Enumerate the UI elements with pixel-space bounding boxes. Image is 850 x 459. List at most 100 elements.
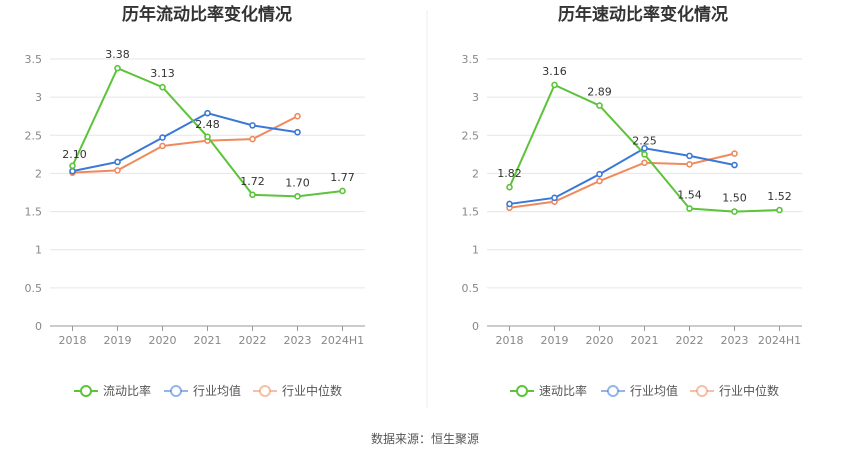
y-tick-label: 2 — [472, 167, 479, 180]
y-tick-label: 1.5 — [462, 206, 480, 219]
data-label: 2.25 — [632, 134, 657, 147]
legend-marker — [259, 385, 271, 397]
legend-label: 行业均值 — [630, 383, 678, 398]
data-point — [506, 200, 513, 208]
legend-label: 行业中位数 — [282, 383, 342, 398]
data-point — [294, 193, 301, 200]
data-point — [294, 128, 301, 136]
legend-marker — [170, 385, 182, 397]
series-line — [509, 147, 735, 205]
data-point — [159, 83, 166, 91]
legend-marker — [696, 385, 708, 397]
series-line — [72, 112, 298, 173]
data-point — [114, 167, 121, 174]
x-tick-label: 2020 — [586, 334, 614, 347]
y-tick-label: 0.5 — [25, 282, 43, 295]
legend-marker — [607, 385, 619, 397]
y-tick-label: 1.5 — [25, 206, 43, 219]
data-label: 3.16 — [542, 65, 567, 78]
data-label: 1.70 — [285, 176, 310, 189]
data-point — [776, 206, 783, 214]
y-tick-label: 2 — [35, 167, 42, 180]
data-point — [731, 150, 738, 157]
data-label: 1.52 — [767, 190, 792, 203]
data-point — [686, 160, 693, 168]
x-tick-label: 2021 — [631, 334, 659, 347]
data-point — [159, 134, 166, 141]
legend-label: 流动比率 — [103, 383, 151, 398]
x-tick-label: 2023 — [721, 334, 749, 347]
data-point — [114, 158, 121, 166]
data-label: 2.10 — [62, 148, 87, 161]
data-point — [114, 64, 121, 72]
x-tick-label: 2024H1 — [321, 334, 364, 347]
legend-marker — [80, 385, 92, 397]
data-point — [159, 142, 166, 150]
data-point — [641, 159, 648, 167]
data-label: 3.38 — [105, 48, 130, 61]
data-point — [596, 177, 603, 185]
data-point — [551, 194, 558, 202]
y-tick-label: 2.5 — [462, 129, 480, 142]
data-point — [506, 183, 513, 191]
data-point — [641, 151, 648, 158]
data-point — [204, 109, 211, 117]
current-ratio-chart: 历年流动比率变化情况 0 0.5 1 1.5 2 2.5 3 3.5 2018 2019 2020 20… — [25, 4, 365, 398]
data-point — [641, 144, 648, 152]
legend-label: 速动比率 — [539, 383, 587, 398]
y-tick-label: 0 — [35, 320, 42, 333]
data-point — [249, 191, 256, 199]
data-label: 2.48 — [195, 118, 220, 131]
data-label: 1.82 — [497, 167, 522, 180]
x-tick-label: 2021 — [194, 334, 222, 347]
data-label: 1.54 — [677, 189, 702, 202]
data-point — [596, 170, 603, 178]
y-tick-label: 0.5 — [462, 282, 480, 295]
x-tick-label: 2019 — [541, 334, 569, 347]
y-tick-label: 3 — [35, 91, 42, 104]
y-tick-label: 1 — [35, 244, 42, 257]
data-point — [249, 122, 256, 129]
y-tick-label: 0 — [472, 320, 479, 333]
x-tick-label: 2020 — [149, 334, 177, 347]
legend-label: 行业中位数 — [719, 383, 779, 398]
data-point — [249, 135, 256, 143]
y-tick-label: 2.5 — [25, 129, 43, 142]
data-point — [69, 167, 76, 175]
data-point — [731, 161, 738, 169]
x-tick-label: 2019 — [104, 334, 132, 347]
data-label: 3.13 — [150, 67, 175, 80]
data-point — [204, 133, 211, 141]
legend-marker — [516, 385, 528, 397]
y-tick-label: 3.5 — [25, 53, 43, 66]
x-tick-label: 2022 — [239, 334, 267, 347]
y-tick-label: 3.5 — [462, 53, 480, 66]
data-label: 1.50 — [722, 192, 747, 205]
data-point — [69, 162, 76, 170]
data-point — [339, 187, 346, 195]
data-label: 1.72 — [240, 175, 265, 188]
x-tick-label: 2022 — [676, 334, 704, 347]
x-tick-label: 2018 — [59, 334, 87, 347]
series-line — [509, 152, 735, 209]
x-tick-label: 2018 — [496, 334, 524, 347]
data-point — [551, 81, 558, 89]
y-tick-label: 1 — [472, 244, 479, 257]
data-point — [686, 152, 693, 160]
data-point — [294, 112, 301, 120]
y-tick-label: 3 — [472, 91, 479, 104]
data-point — [686, 205, 693, 212]
data-source-note: 数据来源：恒生聚源 — [370, 432, 479, 446]
x-tick-label: 2023 — [284, 334, 312, 347]
series-line — [72, 115, 298, 174]
data-point — [731, 208, 738, 215]
data-label: 2.89 — [587, 86, 612, 99]
data-point — [596, 102, 603, 109]
chart-title: 历年流动比率变化情况 — [122, 4, 292, 25]
legend-label: 行业均值 — [193, 383, 241, 398]
chart-title: 历年速动比率变化情况 — [558, 4, 728, 25]
x-tick-label: 2024H1 — [758, 334, 801, 347]
data-label: 1.77 — [330, 171, 355, 184]
